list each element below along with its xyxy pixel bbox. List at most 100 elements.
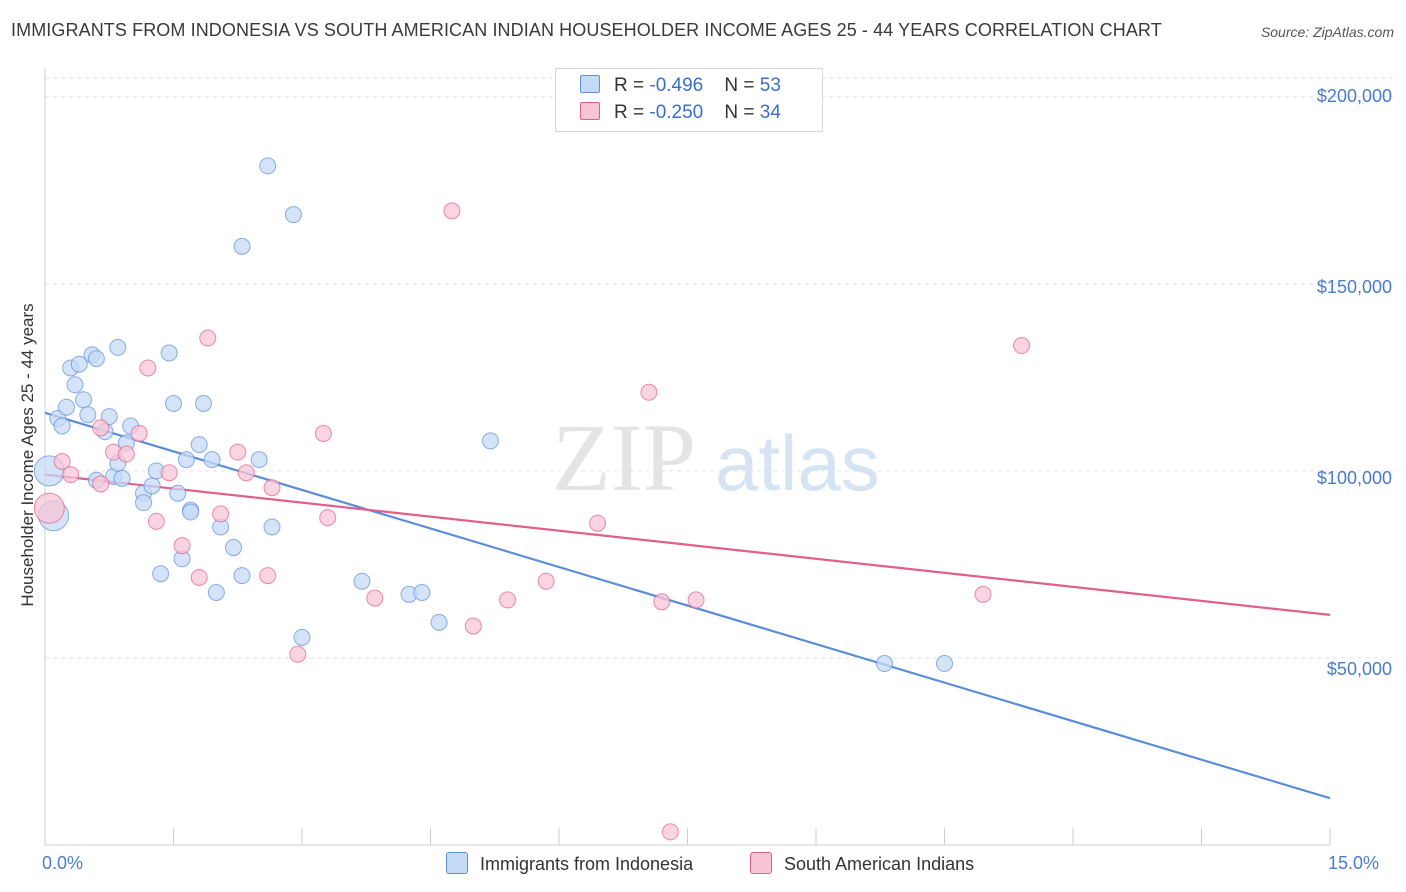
point-indonesia	[169, 484, 187, 502]
point-south-american-indians	[589, 514, 607, 532]
point-indonesia	[143, 477, 161, 495]
point-south-american-indians	[62, 466, 80, 484]
point-south-american-indians	[366, 589, 384, 607]
y-tick-label-150k: $150,000	[1316, 277, 1392, 297]
point-south-american-indians	[640, 383, 658, 401]
point-south-american-indians	[263, 479, 281, 497]
correlation-legend: R = -0.496 N = 53 R = -0.250 N = 34	[555, 68, 823, 132]
point-indonesia	[293, 628, 311, 646]
point-indonesia	[165, 395, 182, 413]
bottom-legend-indonesia: Immigrants from Indonesia	[446, 852, 693, 875]
point-indonesia	[936, 655, 953, 673]
point-indonesia	[194, 395, 212, 413]
point-indonesia	[57, 398, 75, 416]
bottom-legend-label-south-american-indians: South American Indians	[784, 854, 975, 874]
chart-source: Source: ZipAtlas.com	[1260, 24, 1394, 40]
legend-r-label: R =	[614, 75, 650, 96]
point-south-american-indians	[289, 645, 307, 663]
point-indonesia	[87, 350, 105, 368]
legend-row-south-american-indians: R = -0.250 N = 34	[580, 102, 781, 126]
point-indonesia	[876, 655, 894, 673]
point-indonesia	[353, 572, 371, 590]
point-indonesia	[152, 565, 170, 583]
legend-swatch-south-american-indians	[580, 102, 600, 120]
point-indonesia	[259, 157, 277, 175]
x-tick-label-max: 15.0%	[1328, 853, 1380, 873]
legend-swatch-indonesia	[580, 75, 600, 93]
point-indonesia	[70, 355, 88, 373]
point-south-american-indians	[53, 453, 71, 470]
legend-r-value: -0.250	[649, 102, 704, 123]
point-south-american-indians	[173, 537, 191, 555]
point-south-american-indians	[661, 823, 679, 841]
bottom-legend-label-indonesia: Immigrants from Indonesia	[480, 854, 694, 874]
point-indonesia	[430, 613, 448, 631]
chart-title: IMMIGRANTS FROM INDONESIA VS SOUTH AMERI…	[11, 20, 1162, 40]
point-indonesia	[177, 451, 195, 469]
point-indonesia	[182, 503, 200, 521]
point-indonesia	[79, 406, 97, 424]
legend-r-value: -0.496	[649, 75, 704, 96]
legend-n-value: 53	[759, 75, 781, 96]
point-south-american-indians	[443, 202, 461, 220]
legend-n-label: N =	[724, 102, 760, 123]
legend-r-label: R =	[614, 102, 650, 123]
y-tick-label-50k: $50,000	[1326, 659, 1392, 679]
point-indonesia	[109, 338, 127, 356]
point-south-american-indians	[1013, 337, 1031, 355]
y-axis-label: Householder Income Ages 25 - 44 years	[18, 303, 37, 607]
point-south-american-indians	[319, 509, 337, 527]
point-south-american-indians	[212, 505, 230, 523]
point-south-american-indians	[199, 329, 217, 347]
point-indonesia	[224, 539, 242, 557]
point-south-american-indians	[92, 419, 110, 437]
bottom-legend-swatch-indonesia	[446, 852, 468, 874]
point-south-american-indians	[190, 568, 208, 586]
y-tick-label-200k: $200,000	[1316, 86, 1392, 106]
point-indonesia	[233, 237, 251, 255]
point-south-american-indians	[314, 424, 332, 442]
point-south-american-indians	[259, 567, 277, 585]
axes	[44, 68, 1331, 846]
watermark-atlas: atlas	[715, 419, 880, 507]
point-south-american-indians	[160, 464, 178, 482]
point-indonesia	[203, 451, 221, 469]
point-indonesia	[284, 206, 302, 224]
point-indonesia	[263, 518, 281, 536]
point-south-american-indians	[464, 617, 482, 635]
bottom-legend-swatch-south-american-indians	[750, 852, 772, 874]
trend-line-indonesia	[44, 411, 1331, 800]
point-indonesia	[100, 408, 118, 426]
point-south-american-indians	[92, 475, 110, 493]
point-indonesia	[135, 494, 153, 512]
point-south-american-indians	[687, 591, 705, 609]
watermark-zip: ZIP	[552, 404, 696, 511]
legend-n-value: 34	[759, 102, 781, 123]
point-indonesia	[481, 432, 499, 450]
point-indonesia	[413, 583, 431, 601]
point-south-american-indians	[974, 585, 992, 603]
point-indonesia	[53, 417, 71, 435]
point-indonesia	[160, 344, 178, 362]
point-south-american-indians	[130, 424, 148, 442]
point-south-american-indians	[117, 445, 135, 463]
point-south-american-indians	[229, 443, 247, 461]
trend-line-south-american-indians	[44, 473, 1331, 616]
point-indonesia	[190, 436, 208, 454]
point-south-american-indians	[653, 593, 671, 611]
point-indonesia	[250, 451, 268, 469]
data-points	[33, 157, 1031, 841]
point-indonesia	[66, 376, 84, 394]
point-indonesia	[233, 567, 251, 585]
y-tick-label-100k: $100,000	[1316, 468, 1392, 488]
legend-row-indonesia: R = -0.496 N = 53	[580, 75, 781, 99]
point-south-american-indians	[147, 512, 165, 530]
point-south-american-indians	[139, 359, 157, 377]
point-indonesia	[207, 583, 225, 601]
watermark: ZIP atlas	[552, 404, 880, 511]
point-south-american-indians	[237, 464, 255, 482]
point-south-american-indians	[499, 591, 517, 609]
point-south-american-indians	[537, 572, 555, 590]
point-indonesia	[75, 391, 93, 409]
